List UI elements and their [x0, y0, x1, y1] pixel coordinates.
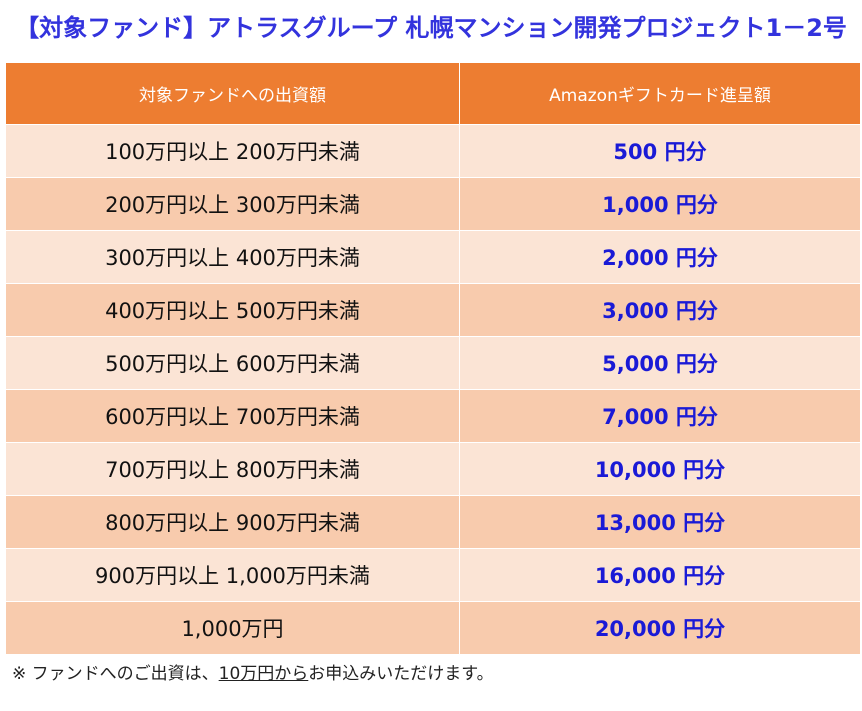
- footnote-prefix: ※ ファンドへのご出資は、: [12, 664, 219, 684]
- gift-amount: 13,000 円分: [459, 495, 861, 549]
- table-row: 200万円以上 300万円未満 1,000 円分: [5, 177, 861, 231]
- gift-amount: 500 円分: [459, 124, 861, 178]
- gift-amount: 3,000 円分: [459, 283, 861, 337]
- table-row: 800万円以上 900万円未満 13,000 円分: [5, 495, 861, 549]
- investment-range: 600万円以上 700万円未満: [5, 389, 460, 443]
- investment-range: 800万円以上 900万円未満: [5, 495, 460, 549]
- table-row: 700万円以上 800万円未満 10,000 円分: [5, 442, 861, 496]
- gift-amount: 20,000 円分: [459, 601, 861, 655]
- header-investment-amount: 対象ファンドへの出資額: [5, 62, 460, 125]
- table-row: 300万円以上 400万円未満 2,000 円分: [5, 230, 861, 284]
- table-row: 1,000万円 20,000 円分: [5, 601, 861, 655]
- footnote-minimum-amount: 10万円から: [218, 664, 309, 684]
- investment-range: 100万円以上 200万円未満: [5, 124, 460, 178]
- bonus-table: 対象ファンドへの出資額 Amazonギフトカード進呈額 100万円以上 200万…: [5, 62, 861, 655]
- table-header-row: 対象ファンドへの出資額 Amazonギフトカード進呈額: [5, 62, 861, 125]
- investment-range: 700万円以上 800万円未満: [5, 442, 460, 496]
- investment-range: 200万円以上 300万円未満: [5, 177, 460, 231]
- investment-range: 400万円以上 500万円未満: [5, 283, 460, 337]
- gift-amount: 1,000 円分: [459, 177, 861, 231]
- investment-range: 900万円以上 1,000万円未満: [5, 548, 460, 602]
- gift-amount: 2,000 円分: [459, 230, 861, 284]
- investment-range: 500万円以上 600万円未満: [5, 336, 460, 390]
- table-row: 500万円以上 600万円未満 5,000 円分: [5, 336, 861, 390]
- header-gift-card-amount: Amazonギフトカード進呈額: [459, 62, 861, 125]
- gift-amount: 7,000 円分: [459, 389, 861, 443]
- investment-range: 1,000万円: [5, 601, 460, 655]
- table-row: 900万円以上 1,000万円未満 16,000 円分: [5, 548, 861, 602]
- investment-range: 300万円以上 400万円未満: [5, 230, 460, 284]
- page-title: 【対象ファンド】アトラスグループ 札幌マンション開発プロジェクト1－2号: [15, 14, 847, 42]
- table-row: 100万円以上 200万円未満 500 円分: [5, 124, 861, 178]
- table-row: 400万円以上 500万円未満 3,000 円分: [5, 283, 861, 337]
- table-row: 600万円以上 700万円未満 7,000 円分: [5, 389, 861, 443]
- gift-amount: 10,000 円分: [459, 442, 861, 496]
- footnote: ※ ファンドへのご出資は、10万円からお申込みいただけます。: [12, 659, 494, 684]
- gift-amount: 5,000 円分: [459, 336, 861, 390]
- gift-amount: 16,000 円分: [459, 548, 861, 602]
- footnote-suffix: お申込みいただけます。: [308, 664, 494, 684]
